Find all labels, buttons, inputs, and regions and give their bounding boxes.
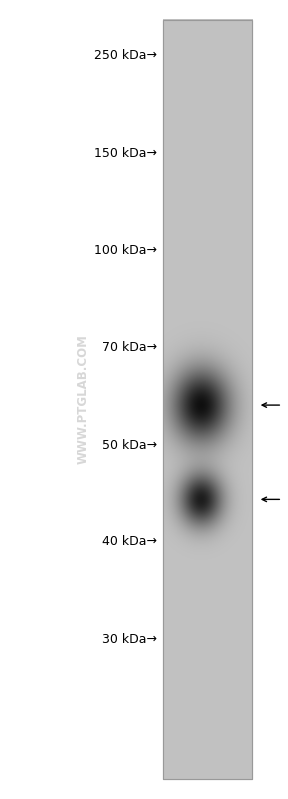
Text: 50 kDa→: 50 kDa→ (102, 439, 157, 451)
Text: 150 kDa→: 150 kDa→ (94, 147, 157, 160)
Text: WWW.PTGLAB.COM: WWW.PTGLAB.COM (77, 335, 90, 464)
Text: 250 kDa→: 250 kDa→ (94, 50, 157, 62)
Bar (163, 20, 252, 779)
Text: 70 kDa→: 70 kDa→ (102, 341, 157, 354)
Bar (163, 20, 252, 779)
Text: 30 kDa→: 30 kDa→ (102, 633, 157, 646)
Text: 40 kDa→: 40 kDa→ (102, 535, 157, 548)
Text: 100 kDa→: 100 kDa→ (94, 244, 157, 257)
